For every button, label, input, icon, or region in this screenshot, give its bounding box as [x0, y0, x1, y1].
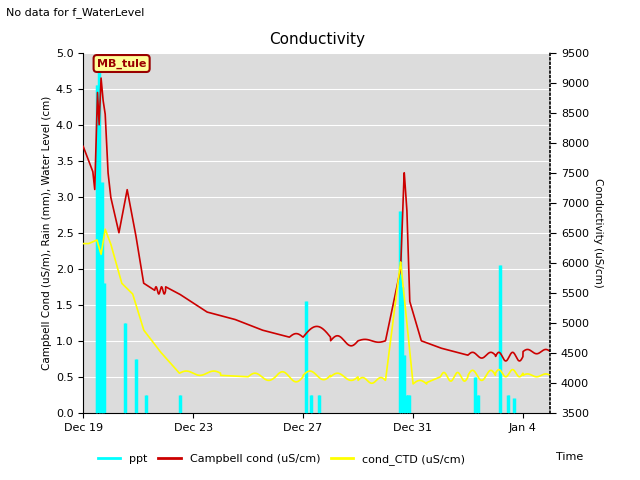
Text: Time: Time: [556, 452, 583, 462]
Y-axis label: Conductivity (uS/cm): Conductivity (uS/cm): [593, 178, 603, 288]
Text: No data for f_WaterLevel: No data for f_WaterLevel: [6, 7, 145, 18]
Title: Conductivity: Conductivity: [269, 33, 365, 48]
Legend: ppt, Campbell cond (uS/cm), cond_CTD (uS/cm): ppt, Campbell cond (uS/cm), cond_CTD (uS…: [93, 450, 470, 469]
Text: MB_tule: MB_tule: [97, 59, 147, 69]
Y-axis label: Campbell Cond (uS/m), Rain (mm), Water Level (cm): Campbell Cond (uS/m), Rain (mm), Water L…: [42, 96, 52, 370]
